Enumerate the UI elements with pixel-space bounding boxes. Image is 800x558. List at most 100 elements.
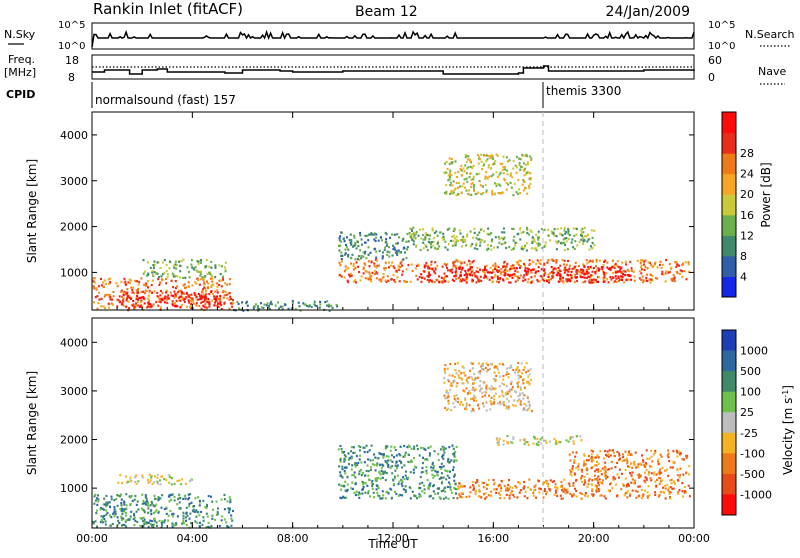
data-cell xyxy=(604,472,607,475)
data-cell xyxy=(388,255,391,258)
data-cell xyxy=(93,277,96,280)
data-cell xyxy=(631,466,634,469)
data-cell xyxy=(276,301,279,304)
data-cell xyxy=(442,446,445,449)
data-cell xyxy=(345,496,348,499)
data-cell xyxy=(291,302,294,305)
data-cell xyxy=(492,377,495,380)
data-cell xyxy=(368,276,371,279)
data-cell xyxy=(515,391,518,394)
data-cell xyxy=(424,236,427,239)
data-cell xyxy=(562,276,565,279)
data-cell xyxy=(461,185,464,188)
data-cell xyxy=(370,280,373,283)
data-cell xyxy=(154,497,156,500)
data-cell xyxy=(411,269,414,273)
data-cell xyxy=(522,179,525,182)
data-cell xyxy=(209,272,212,276)
data-cell xyxy=(362,486,365,489)
data-cell xyxy=(268,304,270,307)
data-cell xyxy=(481,391,484,394)
data-cell xyxy=(433,474,436,478)
data-cell xyxy=(583,265,586,269)
data-cell xyxy=(477,238,480,241)
data-cell xyxy=(585,235,588,238)
data-cell xyxy=(442,489,445,492)
data-cell xyxy=(452,180,455,183)
data-cell xyxy=(401,466,404,469)
data-cell xyxy=(638,476,640,479)
data-cell xyxy=(591,270,594,273)
data-cell xyxy=(529,262,531,265)
data-cell xyxy=(572,482,575,485)
data-cell xyxy=(340,497,343,500)
data-cell xyxy=(590,229,593,232)
data-cell xyxy=(518,157,521,160)
data-cell xyxy=(537,443,540,447)
data-cell xyxy=(632,270,635,273)
data-cell xyxy=(427,233,430,236)
data-cell xyxy=(133,524,136,527)
data-cell xyxy=(158,297,161,300)
data-cell xyxy=(113,511,116,514)
data-cell xyxy=(638,473,640,476)
data-cell xyxy=(137,298,140,301)
data-cell xyxy=(287,307,290,310)
data-cell xyxy=(203,286,206,289)
data-cell xyxy=(499,163,502,166)
data-cell xyxy=(385,491,388,494)
data-cell xyxy=(505,182,508,185)
data-cell xyxy=(431,461,434,464)
data-cell xyxy=(437,487,440,490)
data-cell xyxy=(678,264,681,267)
data-cell xyxy=(341,465,344,468)
data-cell xyxy=(542,496,545,499)
data-cell xyxy=(394,475,396,478)
data-cell xyxy=(446,269,449,272)
data-cell xyxy=(505,405,508,408)
data-cell xyxy=(112,303,114,306)
data-cell xyxy=(228,292,231,295)
data-cell xyxy=(146,280,149,283)
data-cell xyxy=(555,439,557,443)
data-cell xyxy=(413,465,416,468)
data-cell xyxy=(153,290,156,293)
data-cell xyxy=(656,277,659,280)
data-cell xyxy=(470,410,473,413)
data-cell xyxy=(667,271,670,274)
data-cell xyxy=(506,367,508,370)
data-cell xyxy=(553,480,556,483)
data-cell xyxy=(532,442,535,445)
data-cell xyxy=(436,242,439,245)
data-cell xyxy=(190,263,193,266)
data-cell xyxy=(165,291,168,294)
data-cell xyxy=(403,464,406,467)
data-cell xyxy=(502,242,505,245)
data-cell xyxy=(600,473,603,476)
data-cell xyxy=(384,447,387,450)
data-cell xyxy=(453,452,456,455)
data-cell xyxy=(172,523,175,526)
colorbar-swatch xyxy=(722,235,736,257)
data-cell xyxy=(480,365,483,368)
data-cell xyxy=(420,280,423,283)
data-cell xyxy=(174,280,177,283)
data-cell xyxy=(517,371,519,374)
data-cell xyxy=(603,273,606,277)
data-cell xyxy=(353,234,356,237)
data-cell xyxy=(380,280,383,283)
data-cell xyxy=(141,305,144,308)
data-cell xyxy=(213,304,216,307)
data-cell xyxy=(210,260,213,263)
data-cell xyxy=(489,266,492,269)
data-cell xyxy=(502,401,505,404)
data-cell xyxy=(473,487,475,490)
data-cell xyxy=(657,495,660,498)
data-cell xyxy=(174,293,177,296)
data-cell xyxy=(413,445,416,448)
data-cell xyxy=(149,306,152,309)
data-cell xyxy=(464,156,467,159)
data-cell xyxy=(504,272,507,275)
data-cell xyxy=(151,271,154,274)
data-cell xyxy=(580,232,583,235)
